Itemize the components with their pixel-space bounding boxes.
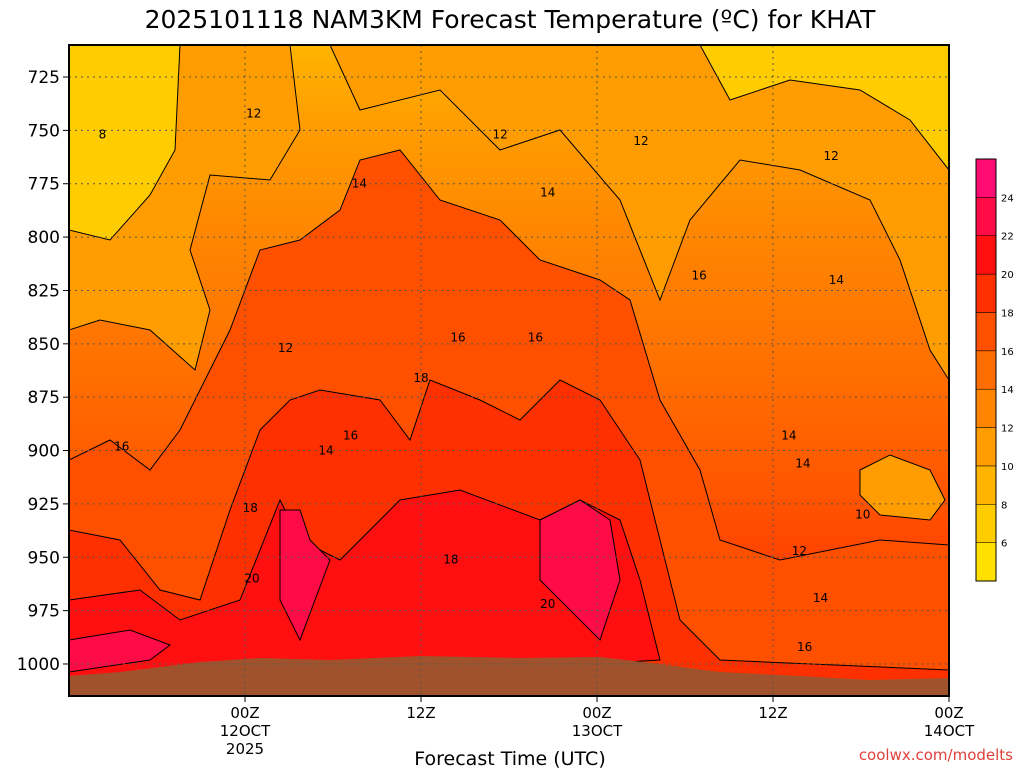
y-tick-label: 775 bbox=[28, 175, 60, 195]
colorbar-swatch bbox=[975, 312, 997, 352]
x-tick-date: 13OCT bbox=[572, 722, 623, 740]
y-axis: 725 750 775 800 825 850 875 900 925 950 975 1000 bbox=[17, 68, 69, 675]
colorbar-label: 20 bbox=[1001, 270, 1014, 281]
y-tick-label: 800 bbox=[28, 228, 60, 248]
x-tick-label: 12Z bbox=[406, 704, 435, 722]
x-tick-label: 00Z bbox=[934, 704, 963, 722]
colorbar-swatch bbox=[975, 504, 997, 543]
credit-text: coolwx.com/modelts bbox=[859, 746, 1013, 764]
contour-label: 14 bbox=[352, 177, 367, 191]
colorbar-label: 24 bbox=[1001, 193, 1014, 204]
band-22-right bbox=[539, 499, 621, 641]
colorbar-swatch bbox=[975, 158, 997, 198]
colorbar-swatch bbox=[975, 350, 997, 390]
band-8-upper-left bbox=[69, 45, 181, 241]
y-tick-label: 950 bbox=[28, 548, 60, 568]
band-20-core bbox=[69, 489, 661, 696]
contour-label: 18 bbox=[243, 501, 258, 515]
x-axis-title: Forecast Time (UTC) bbox=[414, 748, 605, 768]
y-tick-label: 750 bbox=[28, 121, 60, 141]
contour-label: 18 bbox=[443, 552, 458, 566]
x-tick-year: 2025 bbox=[226, 740, 264, 758]
contour-label: 14 bbox=[540, 185, 555, 199]
x-tick-label: 00Z bbox=[582, 704, 611, 722]
colorbar-swatch bbox=[975, 197, 997, 236]
band-10-upper-right bbox=[329, 45, 949, 381]
contour-label: 18 bbox=[413, 371, 428, 385]
band-10-right-pocket bbox=[859, 454, 946, 521]
chart-title: 2025101118 NAM3KM Forecast Temperature (… bbox=[145, 5, 877, 34]
x-tick-date: 14OCT bbox=[924, 722, 975, 740]
contour-label: 14 bbox=[795, 456, 810, 470]
colorbar-label: 6 bbox=[1001, 539, 1007, 550]
colorbar-swatch bbox=[975, 427, 997, 467]
y-tick-label: 900 bbox=[28, 442, 60, 462]
contour-label: 12 bbox=[823, 149, 838, 163]
colorbar: 6 8 10 12 14 16 18 20 22 24 bbox=[975, 158, 1014, 582]
colorbar-swatch bbox=[975, 273, 997, 313]
colorbar-label: 18 bbox=[1001, 308, 1014, 319]
contour-label: 12 bbox=[278, 341, 293, 355]
x-tick-label: 12Z bbox=[758, 704, 787, 722]
colorbar-swatch bbox=[975, 465, 997, 505]
contour-label: 16 bbox=[450, 330, 465, 344]
colorbar-label: 16 bbox=[1001, 347, 1014, 358]
grid-lines bbox=[69, 45, 950, 696]
contour-label: 12 bbox=[633, 134, 648, 148]
contour-label: 16 bbox=[797, 640, 812, 654]
temperature-field bbox=[69, 45, 949, 696]
colorbar-label: 10 bbox=[1001, 462, 1014, 473]
contour-label: 16 bbox=[114, 439, 129, 453]
contour-label: 8 bbox=[99, 128, 107, 142]
contour-label: 20 bbox=[244, 572, 259, 586]
colorbar-frame bbox=[975, 158, 997, 582]
colorbar-label: 8 bbox=[1001, 500, 1007, 511]
y-tick-label: 825 bbox=[28, 281, 60, 301]
colorbar-label: 14 bbox=[1001, 385, 1014, 396]
colorbar-swatch bbox=[975, 542, 997, 582]
y-tick-label: 875 bbox=[28, 388, 60, 408]
y-tick-label: 725 bbox=[28, 68, 60, 88]
contour-label: 16 bbox=[528, 330, 543, 344]
contour-label: 16 bbox=[343, 429, 358, 443]
y-tick-label: 925 bbox=[28, 495, 60, 515]
colorbar-label: 12 bbox=[1001, 424, 1014, 435]
colorbar-label: 22 bbox=[1001, 232, 1014, 243]
y-tick-label: 975 bbox=[28, 602, 60, 622]
contour-label: 12 bbox=[792, 544, 807, 558]
contour-label: 14 bbox=[829, 273, 844, 287]
contour-label: 10 bbox=[855, 508, 870, 522]
band-22-center bbox=[279, 509, 331, 642]
x-tick-date: 12OCT bbox=[220, 722, 271, 740]
contour-label: 14 bbox=[813, 591, 828, 605]
colorbar-swatch bbox=[975, 235, 997, 275]
terrain bbox=[69, 656, 949, 696]
x-tick-label: 00Z bbox=[230, 704, 259, 722]
contour-label: 20 bbox=[540, 597, 555, 611]
contour-label: 12 bbox=[246, 106, 261, 120]
colorbar-swatch bbox=[975, 388, 997, 428]
contour-label: 16 bbox=[691, 269, 706, 283]
contour-labels: 12 8 12 12 12 14 14 14 16 16 16 12 18 14 16 16 14 14 18 10 1… bbox=[99, 106, 871, 654]
y-tick-label: 1000 bbox=[17, 655, 60, 675]
contour-label: 14 bbox=[318, 444, 333, 458]
band-22-left bbox=[69, 629, 172, 673]
band-8-upper-right bbox=[699, 45, 949, 171]
plot-frame bbox=[68, 44, 950, 697]
contour-label: 14 bbox=[781, 429, 796, 443]
contour-label: 12 bbox=[493, 128, 508, 142]
y-tick-label: 850 bbox=[28, 335, 60, 355]
